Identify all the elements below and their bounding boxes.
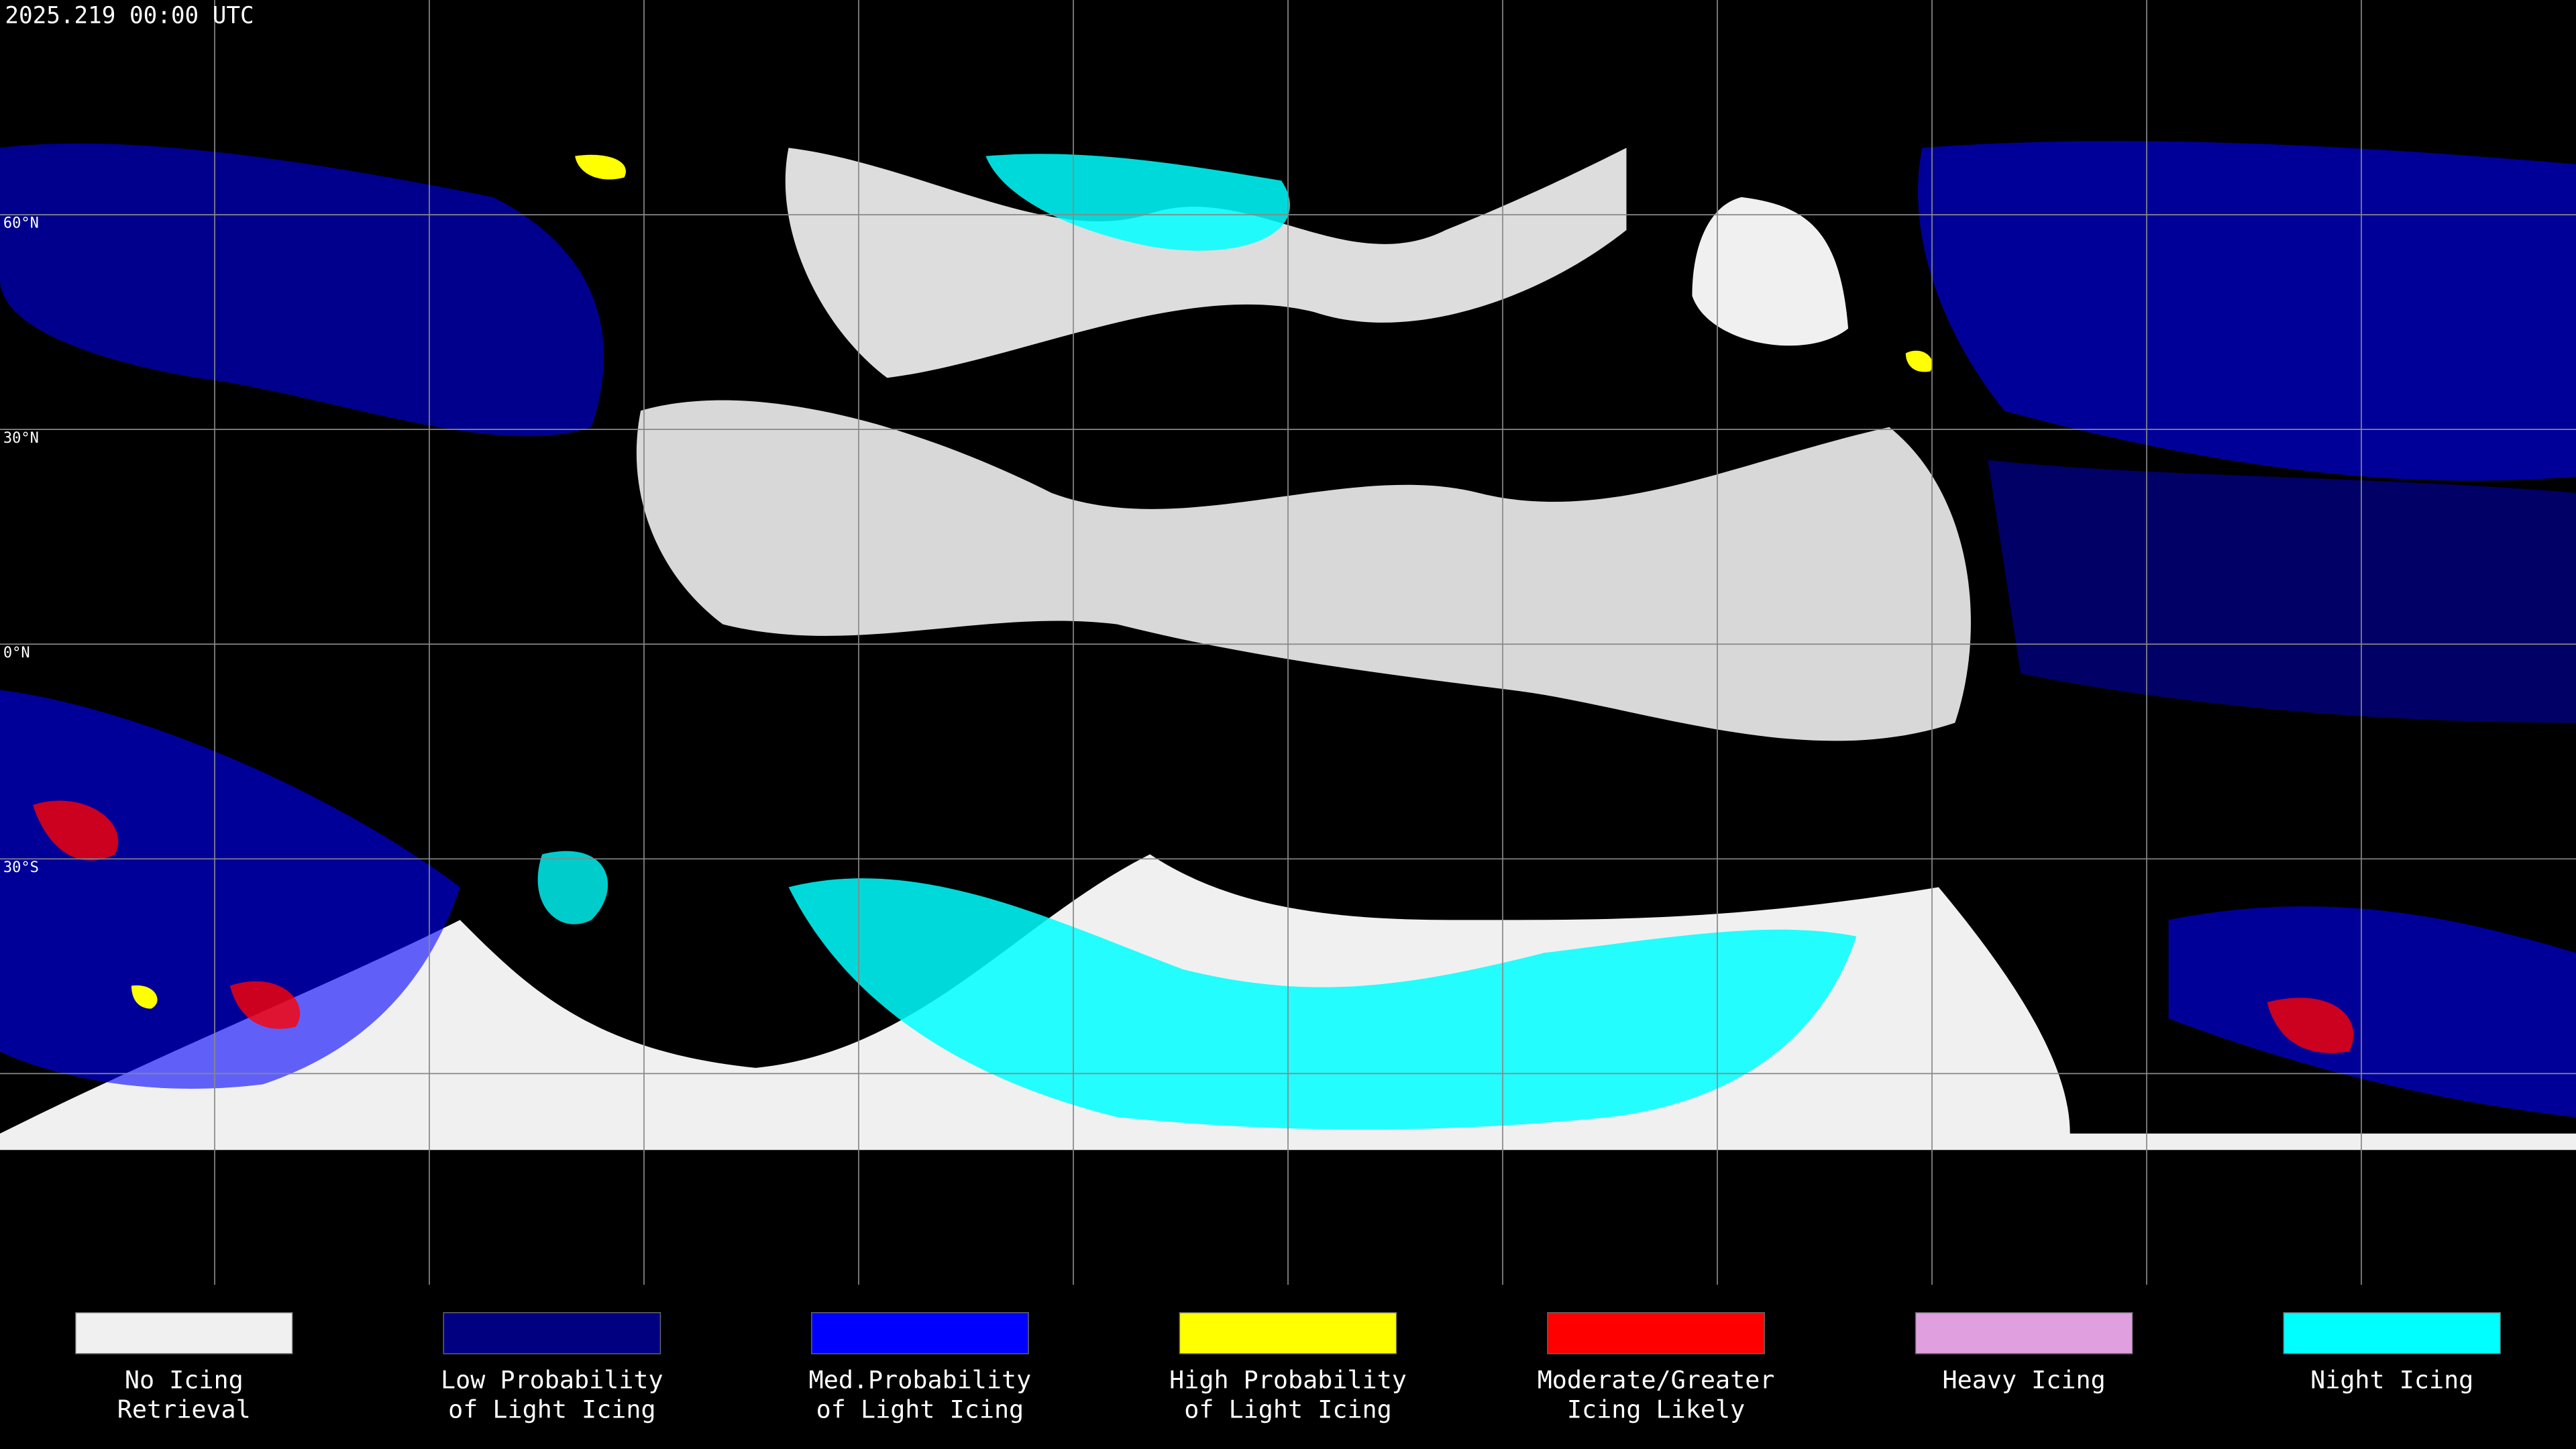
latitude-label: 30°N: [3, 430, 39, 447]
cloud: [1692, 197, 1849, 346]
legend-label: High Probability: [1169, 1365, 1407, 1394]
legend-label: Icing Likely: [1567, 1395, 1745, 1424]
legend-swatch: [1179, 1312, 1397, 1354]
legend-label: Moderate/Greater: [1538, 1365, 1775, 1394]
latitude-label: 60°N: [3, 215, 39, 232]
legend-label: Night Icing: [2310, 1365, 2473, 1394]
legend-swatch: [1547, 1312, 1765, 1354]
icing-region: [1918, 141, 2576, 481]
legend-label: of Light Icing: [448, 1395, 655, 1424]
legend-label: of Light Icing: [1184, 1395, 1392, 1424]
night-cloud: [537, 851, 608, 924]
icing-region: [2168, 906, 2576, 1118]
timestamp: 2025.219 00:00 UTC: [5, 2, 254, 29]
icing-region: [0, 690, 460, 1089]
night-cloud: [985, 154, 1290, 251]
latitude-labels: 60°N 30°N 0°N 30°S: [3, 215, 39, 876]
cloud: [636, 400, 1971, 741]
legend-swatch: [1915, 1312, 2133, 1354]
legend-label: of Light Icing: [816, 1395, 1024, 1424]
legend-label: Low Probability: [441, 1365, 663, 1394]
legend-swatch: [74, 1312, 293, 1354]
night-cloud: [788, 878, 1857, 1130]
latitude-label: 0°N: [3, 645, 30, 661]
legend-swatch: [2283, 1312, 2502, 1354]
latitude-label: 30°S: [3, 859, 39, 876]
cloud: [785, 148, 1627, 378]
icing-region: [1988, 460, 2576, 723]
legend-label: Med.Probability: [809, 1365, 1032, 1394]
icing-region: [0, 143, 604, 437]
legend-swatch: [443, 1312, 661, 1354]
legend-swatch: [811, 1312, 1029, 1354]
legend-label: Heavy Icing: [1943, 1365, 2106, 1394]
legend-label: No Icing: [125, 1365, 244, 1394]
graticule: [0, 0, 2576, 1285]
legend-label: Retrieval: [117, 1395, 251, 1424]
